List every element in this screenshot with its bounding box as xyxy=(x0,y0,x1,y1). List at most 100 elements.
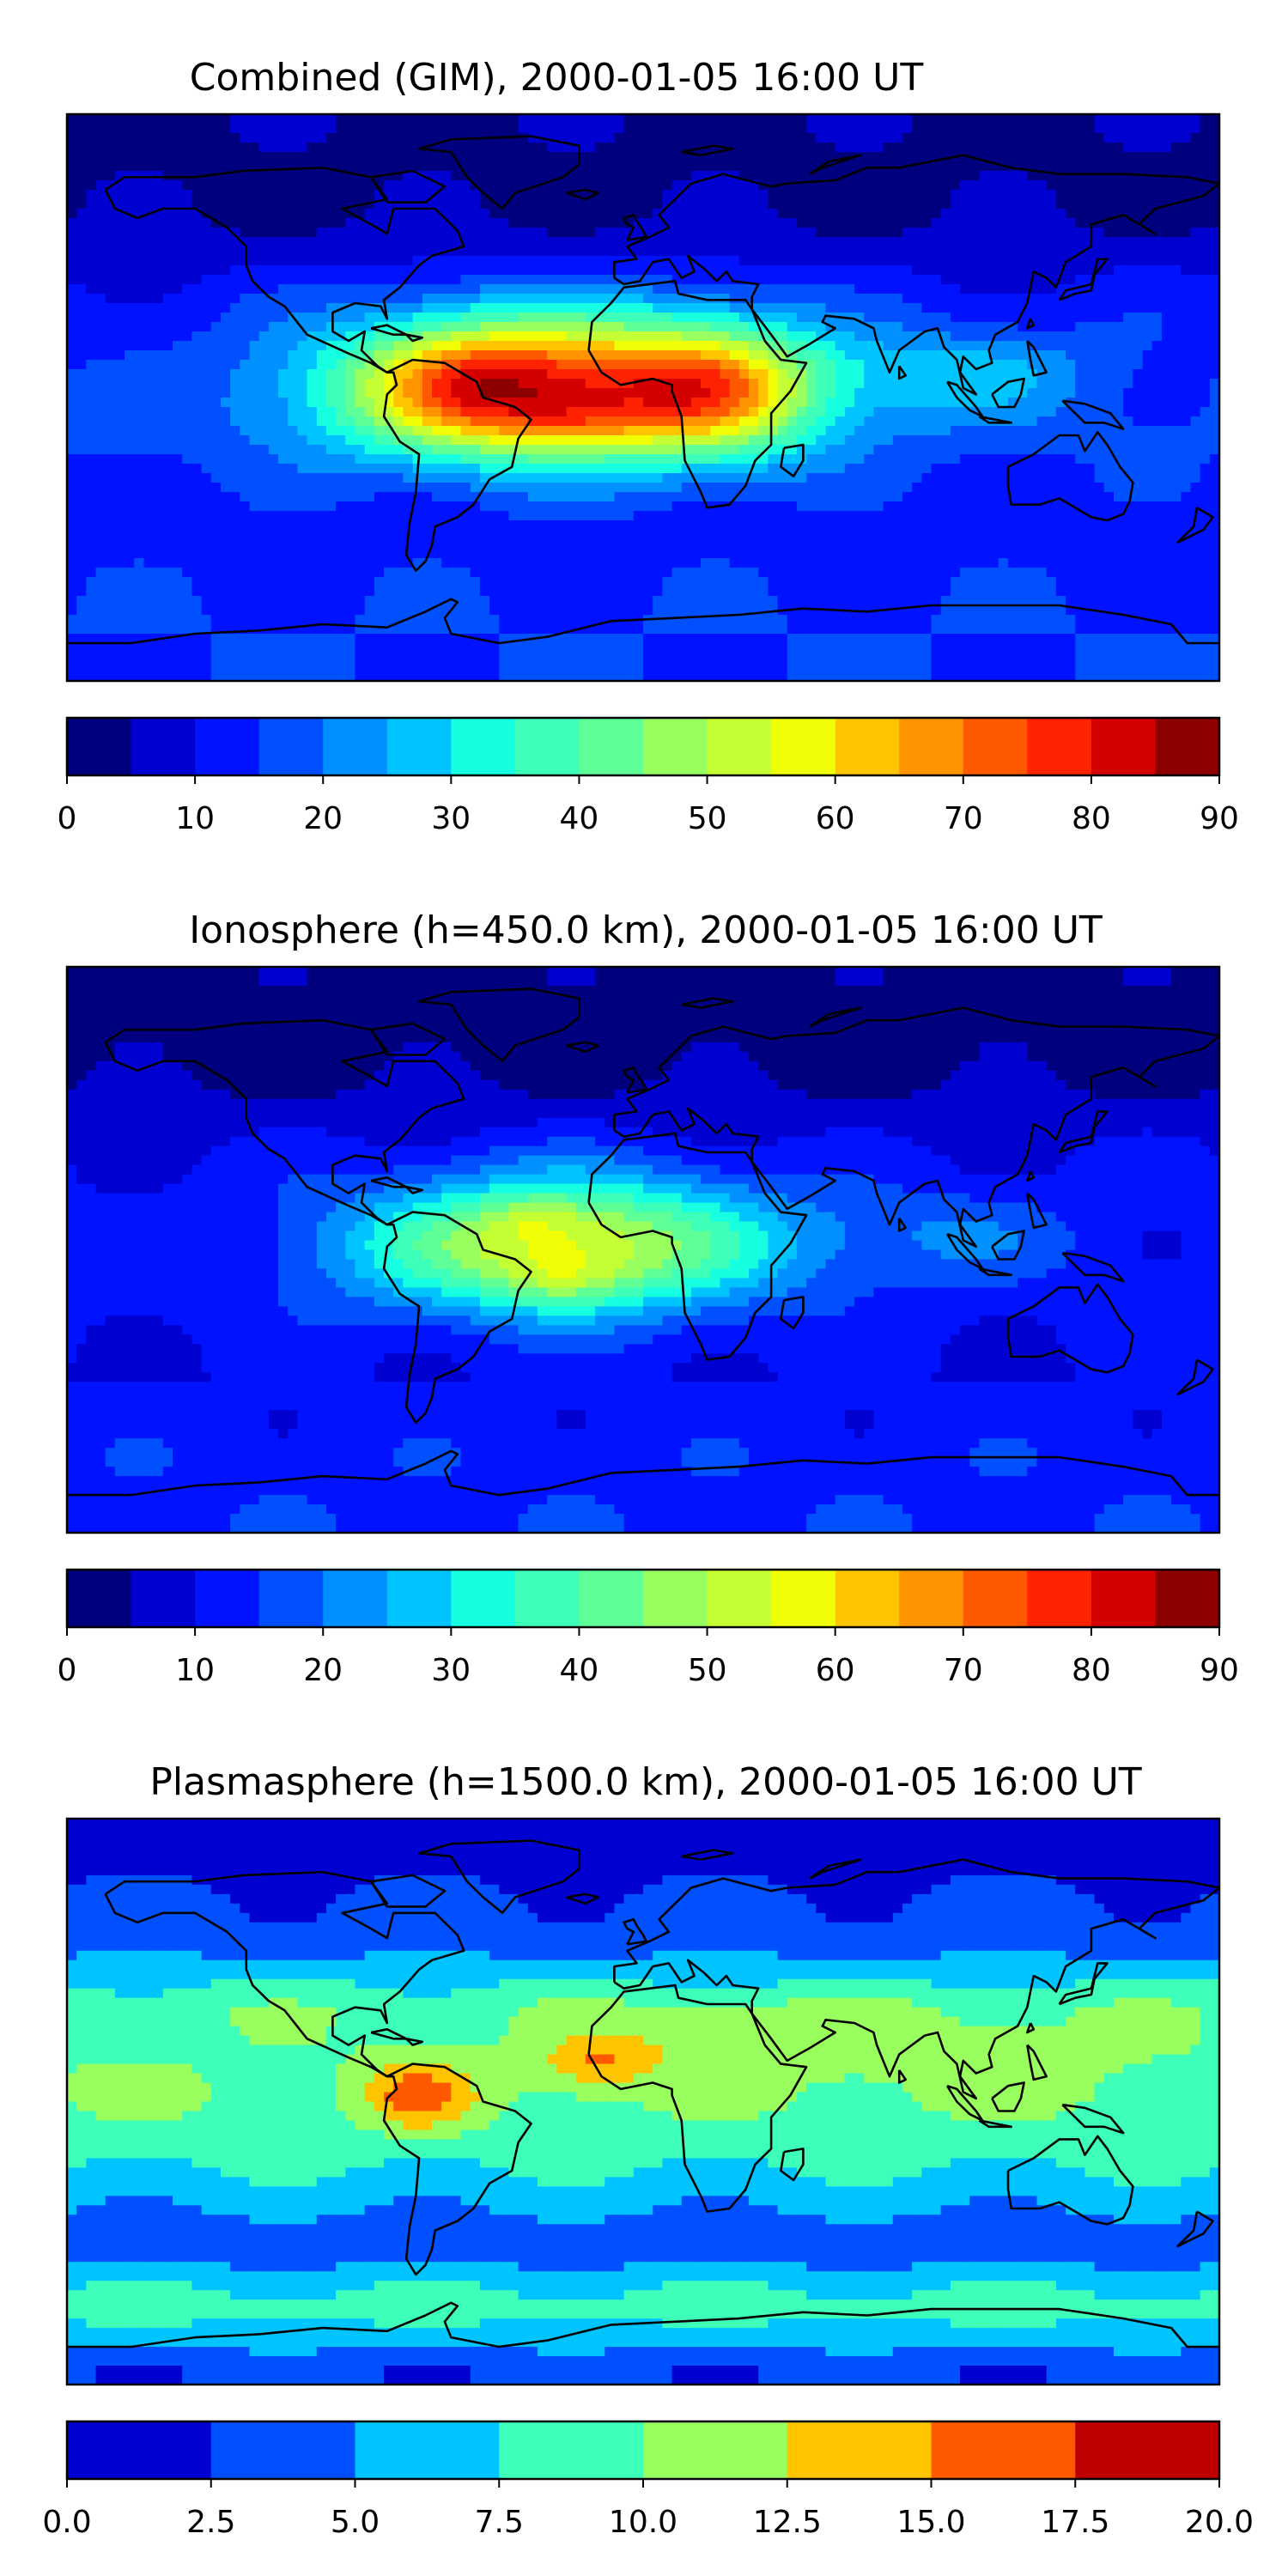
contour-cell xyxy=(1181,218,1192,228)
contour-cell xyxy=(950,492,961,502)
contour-cell xyxy=(902,341,913,351)
contour-cell xyxy=(288,199,298,210)
contour-cell xyxy=(1181,454,1192,465)
contour-cell xyxy=(191,435,203,446)
contour-cell xyxy=(162,218,173,228)
contour-cell xyxy=(979,294,990,304)
contour-cell xyxy=(537,350,548,361)
contour-cell xyxy=(307,246,318,257)
contour-cell xyxy=(451,171,462,181)
contour-cell xyxy=(1200,464,1211,474)
contour-cell xyxy=(489,331,500,342)
contour-cell xyxy=(614,209,625,219)
contour-cell xyxy=(998,350,1009,361)
contour-cell xyxy=(768,218,779,228)
contour-cell xyxy=(1142,218,1153,228)
contour-cell xyxy=(662,426,673,436)
contour-cell xyxy=(1123,180,1133,191)
contour-cell xyxy=(143,284,155,295)
contour-cell xyxy=(758,454,769,465)
contour-cell xyxy=(1133,275,1144,285)
contour-cell xyxy=(307,407,318,417)
contour-cell xyxy=(412,218,423,228)
contour-cell xyxy=(1161,360,1172,370)
contour-cell xyxy=(1200,143,1211,153)
contour-cell xyxy=(364,464,375,474)
contour-cell xyxy=(1103,180,1115,191)
contour-cell xyxy=(854,331,865,342)
contour-cell xyxy=(1055,473,1066,483)
contour-cell xyxy=(297,228,308,238)
contour-cell xyxy=(249,275,260,285)
contour-cell xyxy=(307,313,318,323)
contour-cell xyxy=(681,303,692,313)
contour-cell xyxy=(1190,246,1201,257)
contour-cell xyxy=(325,265,337,276)
contour-cell xyxy=(998,256,1009,266)
contour-cell xyxy=(307,133,318,143)
contour-cell xyxy=(1161,133,1172,143)
contour-cell xyxy=(854,228,865,238)
contour-cell xyxy=(1055,369,1066,380)
contour-cell xyxy=(1046,464,1057,474)
contour-cell xyxy=(614,294,625,304)
contour-cell xyxy=(441,218,452,228)
contour-cell xyxy=(307,369,318,380)
contour-cell xyxy=(470,350,481,361)
contour-cell xyxy=(979,209,990,219)
contour-cell xyxy=(201,180,212,191)
contour-cell xyxy=(325,331,337,342)
contour-cell xyxy=(988,341,999,351)
contour-cell xyxy=(690,190,702,200)
contour-cell xyxy=(76,246,87,257)
contour-cell xyxy=(489,483,500,493)
contour-cell xyxy=(690,360,702,370)
contour-cell xyxy=(479,313,490,323)
contour-cell xyxy=(960,161,970,172)
contour-cell xyxy=(1151,483,1163,493)
contour-cell xyxy=(816,492,827,502)
contour-cell xyxy=(566,341,577,351)
contour-cell xyxy=(143,152,155,162)
contour-cell xyxy=(499,161,510,172)
contour-cell xyxy=(499,143,510,153)
contour-cell xyxy=(297,464,308,474)
contour-cell xyxy=(1133,209,1144,219)
contour-cell xyxy=(720,379,731,389)
contour-cell xyxy=(662,303,673,313)
contour-cell xyxy=(902,464,913,474)
contour-cell xyxy=(1046,199,1057,210)
contour-cell xyxy=(1103,265,1115,276)
contour-cell xyxy=(1113,464,1124,474)
contour-cell xyxy=(690,483,702,493)
contour-cell xyxy=(1066,492,1076,502)
contour-cell xyxy=(527,246,538,257)
contour-cell xyxy=(988,407,999,417)
contour-cell xyxy=(297,133,308,143)
contour-cell xyxy=(1123,133,1133,143)
contour-cell xyxy=(125,322,135,332)
contour-cell xyxy=(297,341,308,351)
contour-cell xyxy=(297,114,308,125)
contour-cell xyxy=(374,152,385,162)
contour-cell xyxy=(76,464,87,474)
contour-cell xyxy=(441,190,452,200)
contour-cell xyxy=(1113,284,1124,295)
contour-cell xyxy=(114,501,125,512)
contour-cell xyxy=(1055,445,1066,455)
contour-cell xyxy=(816,180,827,191)
contour-cell xyxy=(345,256,356,266)
contour-cell xyxy=(1018,407,1028,417)
contour-cell xyxy=(125,114,135,125)
contour-cell xyxy=(201,379,212,389)
contour-cell xyxy=(1018,492,1028,502)
contour-cell xyxy=(595,445,605,455)
contour-cell xyxy=(1123,275,1133,285)
contour-cell xyxy=(479,303,490,313)
contour-cell xyxy=(787,435,798,446)
contour-cell xyxy=(470,190,481,200)
contour-cell xyxy=(249,303,260,313)
contour-cell xyxy=(844,218,855,228)
contour-cell xyxy=(738,492,750,502)
contour-cell xyxy=(701,435,711,446)
